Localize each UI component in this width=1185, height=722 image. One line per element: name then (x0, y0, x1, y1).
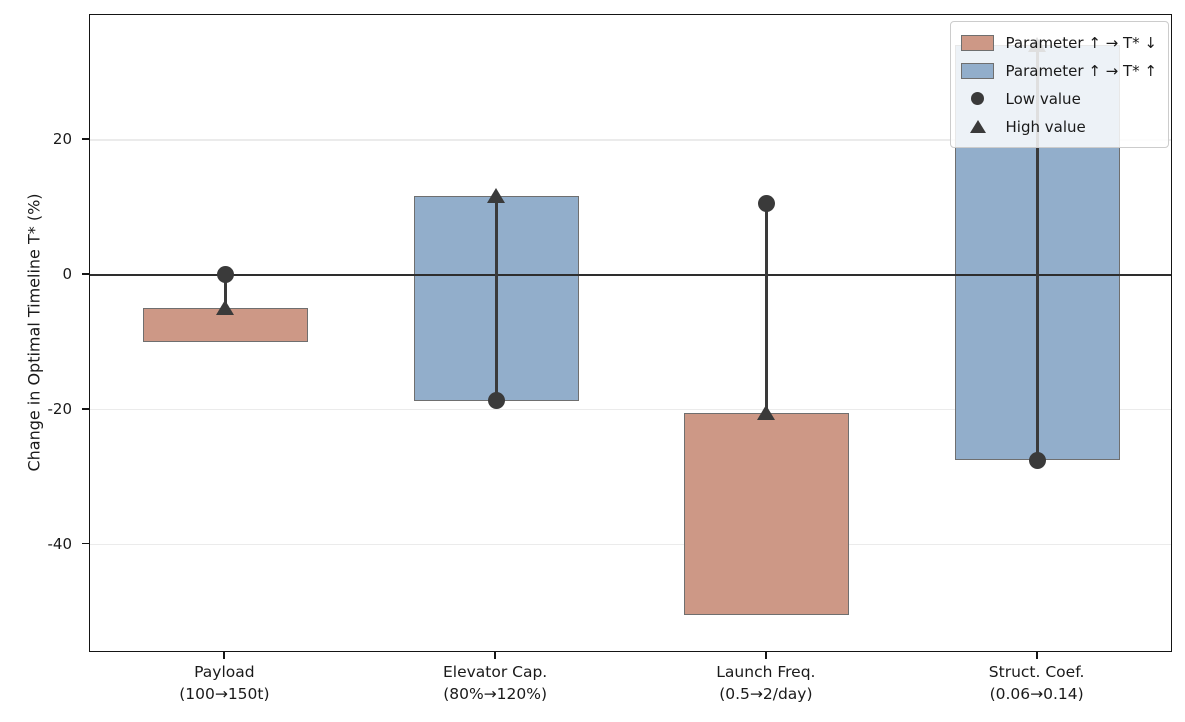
x-tick-label: Launch Freq. (0.5→2/day) (646, 661, 886, 705)
zero-line (90, 273, 1171, 276)
y-tick-label: -40 (47, 534, 73, 553)
x-tick-label: Elevator Cap. (80%→120%) (375, 661, 615, 705)
x-tick-label-range: (0.5→2/day) (719, 684, 813, 703)
x-tick-label-range: (80%→120%) (443, 684, 548, 703)
x-tick-label: Payload (100→150t) (104, 661, 344, 705)
legend-item: Parameter ↑ → T* ↑ (961, 58, 1157, 83)
x-tick-label-range: (0.06→0.14) (989, 684, 1084, 703)
high-value-marker (757, 405, 776, 421)
legend-item: Low value (961, 86, 1157, 111)
increase-swatch (961, 62, 995, 79)
gridline-y-20 (90, 408, 1171, 411)
bar-launch-freq (684, 413, 850, 616)
x-tick-label-name: Launch Freq. (716, 662, 816, 681)
x-tick-mark (764, 651, 767, 659)
x-tick-label: Struct. Coef. (0.06→0.14) (917, 661, 1157, 705)
legend-item-label: High value (1005, 117, 1086, 136)
gridline-y20 (90, 139, 1171, 141)
x-tick-label-range: (100→150t) (179, 684, 270, 703)
y-tick-mark (82, 137, 89, 140)
legend-item-label: Parameter ↑ → T* ↓ (1005, 33, 1157, 52)
x-tick-label-name: Struct. Coef. (988, 662, 1085, 681)
low-value-marker (487, 392, 505, 410)
x-tick-label-name: Elevator Cap. (442, 662, 548, 681)
x-tick-mark (494, 651, 497, 659)
low-high-range-line (223, 274, 227, 309)
y-tick-mark (82, 272, 89, 275)
legend-swatch-increase (961, 62, 995, 79)
decrease-swatch (961, 34, 995, 51)
triangle-icon (961, 120, 995, 133)
y-axis-title: Change in Optimal Timeline T* (%) (24, 193, 44, 472)
low-high-range-line (494, 195, 498, 401)
low-value-marker (758, 195, 776, 213)
legend: Parameter ↑ → T* ↓ Parameter ↑ → T* ↑ Low … (949, 21, 1169, 148)
low-value-marker (1029, 451, 1047, 469)
y-tick-mark (82, 407, 89, 410)
legend-swatch-decrease (961, 34, 995, 51)
gridline-y-40 (90, 543, 1171, 546)
circle-icon (961, 92, 995, 105)
legend-item: Parameter ↑ → T* ↓ (961, 30, 1157, 55)
x-tick-label-name: Payload (194, 662, 255, 681)
low-high-range-line (1036, 45, 1040, 461)
legend-item-label: Low value (1005, 89, 1081, 108)
low-high-range-line (765, 203, 769, 413)
y-tick-label: 0 (62, 264, 72, 283)
low-value-circle-icon (971, 92, 985, 105)
x-tick-mark (1035, 651, 1038, 659)
high-value-triangle-icon (969, 120, 986, 133)
y-tick-label: -20 (47, 399, 73, 418)
low-value-marker (216, 266, 234, 284)
legend-item: High value (961, 114, 1157, 139)
high-value-marker (215, 300, 234, 316)
y-tick-mark (82, 542, 89, 545)
x-tick-mark (223, 651, 226, 659)
y-tick-label: 20 (52, 129, 72, 148)
legend-item-label: Parameter ↑ → T* ↑ (1005, 61, 1157, 80)
high-value-marker (486, 187, 505, 203)
